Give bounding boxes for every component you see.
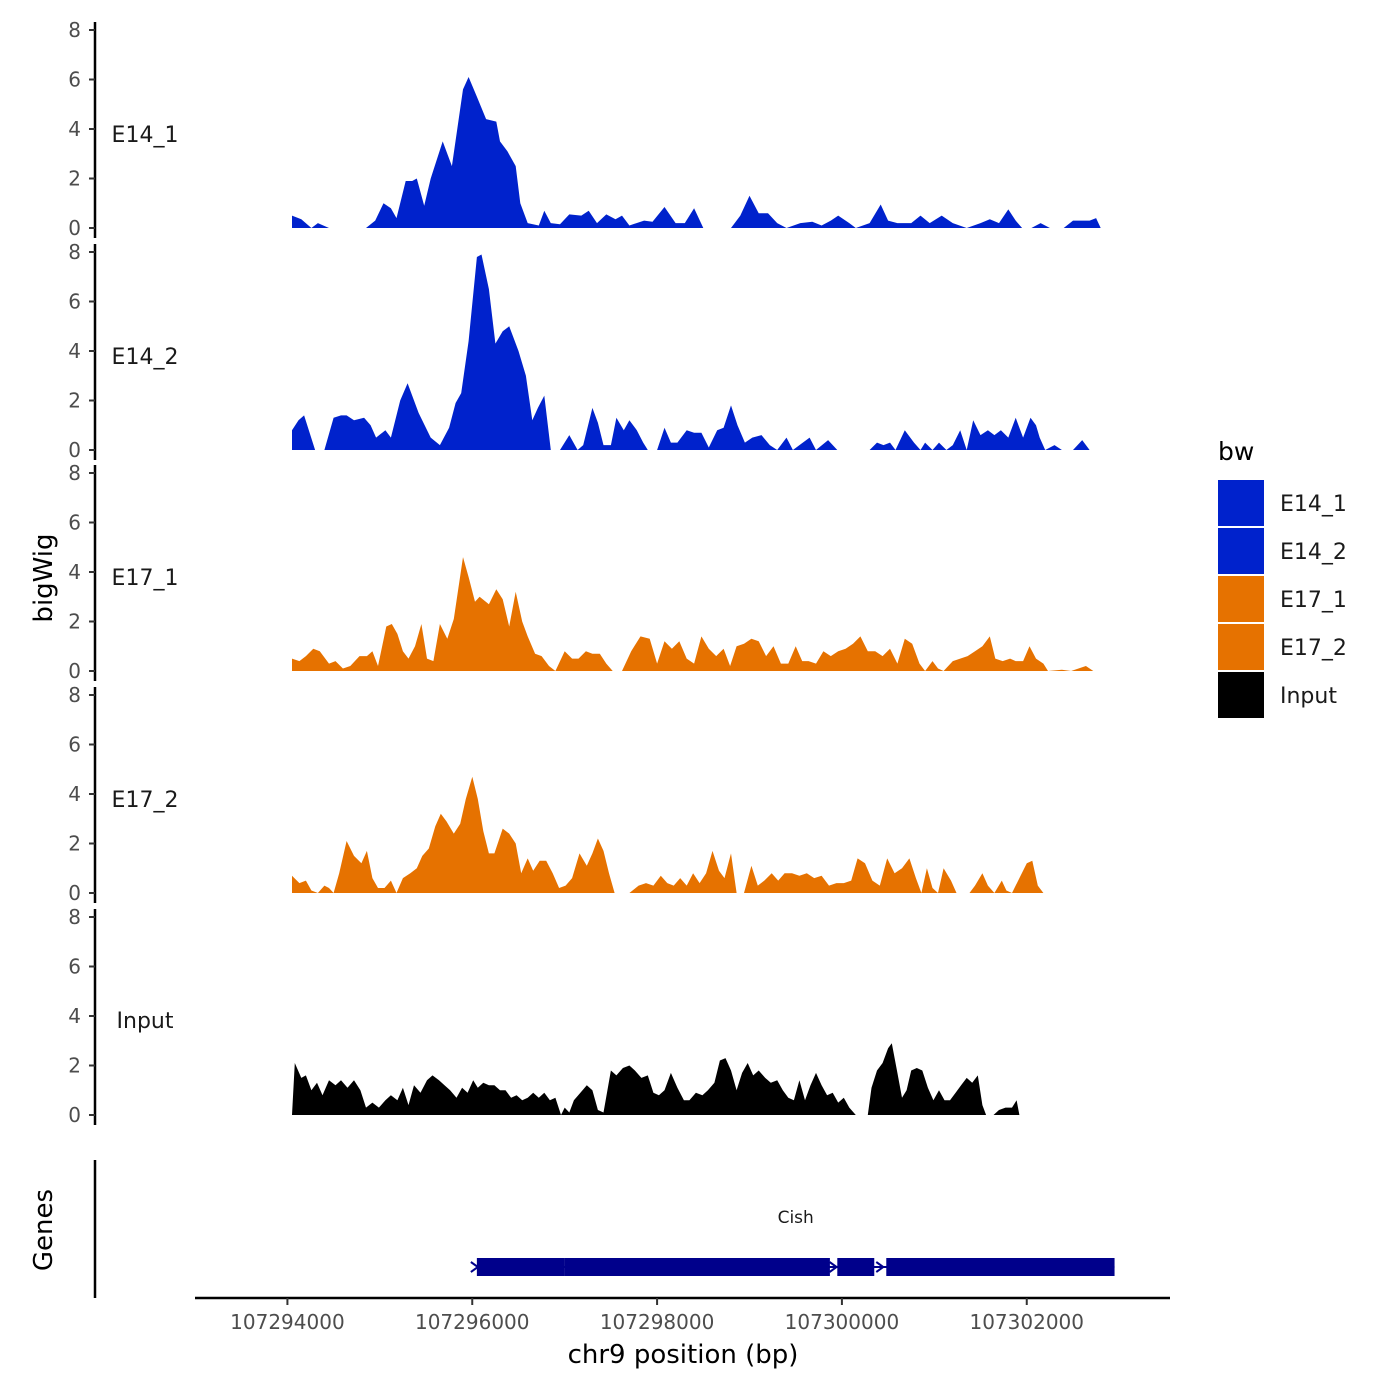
y-tick-label: 0: [68, 438, 81, 462]
genes-axis-title: Genes: [29, 1189, 59, 1271]
track-label: E17_2: [112, 788, 179, 813]
strand-arrow: [829, 1261, 839, 1273]
track-E14_2: 0 2 4 6 8 E14_2: [68, 240, 1090, 462]
coverage-area-E17_1: [292, 557, 1094, 671]
track-label: E17_1: [112, 566, 179, 591]
x-tick-label: 107300000: [785, 1310, 900, 1334]
y-tick-label: 8: [68, 461, 81, 485]
track-E17_1: 0 2 4 6 8 E17_1: [68, 461, 1094, 683]
x-axis-title: chr9 position (bp): [568, 1340, 799, 1370]
y-tick-label: 2: [68, 167, 81, 191]
track-label: E14_1: [112, 123, 179, 148]
coverage-area-E14_1: [292, 77, 1101, 228]
x-tick-label: 107296000: [415, 1310, 530, 1334]
genes-panel: Cish: [93, 1160, 1115, 1298]
y-tick-label: 6: [68, 511, 81, 535]
y-tick-label: 8: [68, 905, 81, 929]
y-tick-label: 6: [68, 290, 81, 314]
track-E17_2: 0 2 4 6 8 E17_2: [68, 683, 1044, 905]
legend-swatch: [1218, 480, 1264, 526]
x-tick-label: 107298000: [600, 1310, 715, 1334]
legend-swatch: [1218, 576, 1264, 622]
y-tick-label: 8: [68, 683, 81, 707]
y-tick-label: 8: [68, 240, 81, 264]
gene-Cish: Cish: [470, 1208, 1115, 1276]
x-axis: 107294000 107296000 107298000 107300000 1073…: [195, 1296, 1170, 1334]
legend-label: E17_2: [1280, 636, 1347, 661]
y-tick-label: 8: [68, 18, 81, 42]
y-tick-label: 6: [68, 733, 81, 757]
x-tick-label: 107294000: [230, 1310, 345, 1334]
legend-label: Input: [1280, 684, 1337, 709]
track-label: Input: [117, 1009, 174, 1034]
coverage-area-E17_2: [292, 776, 1044, 893]
legend-label: E14_2: [1280, 540, 1347, 565]
y-tick-label: 0: [68, 216, 81, 240]
legend-label: E14_1: [1280, 492, 1347, 517]
gene-exon: [837, 1258, 875, 1276]
strand-arrow: [875, 1261, 885, 1273]
legend-swatch: [1218, 528, 1264, 574]
y-tick-label: 4: [68, 782, 81, 806]
gene-exon: [564, 1258, 830, 1276]
y-tick-label: 4: [68, 339, 81, 363]
legend-swatch: [1218, 624, 1264, 670]
y-tick-label: 0: [68, 1103, 81, 1127]
y-tick-label: 0: [68, 881, 81, 905]
y-tick-label: 4: [68, 117, 81, 141]
x-tick-label: 107302000: [969, 1310, 1084, 1334]
coverage-area-E14_2: [292, 254, 1090, 450]
track-Input: 0 2 4 6 8 Input: [68, 905, 1020, 1127]
track-E14_1: 0 2 4 6 8 E14_1: [68, 18, 1101, 240]
y-tick-label: 4: [68, 560, 81, 584]
legend-title: bw: [1218, 437, 1254, 466]
coverage-area-Input: [292, 1043, 1020, 1115]
y-tick-label: 6: [68, 68, 81, 92]
y-tick-label: 2: [68, 610, 81, 634]
y-tick-label: 2: [68, 389, 81, 413]
strand-arrow: [470, 1261, 480, 1273]
y-tick-label: 6: [68, 955, 81, 979]
legend: bw E14_1 E14_2 E17_1 E17_2 Input: [1218, 437, 1347, 718]
gene-exon: [536, 1258, 565, 1276]
gene-name-label: Cish: [778, 1208, 814, 1228]
y-axis-title: bigWig: [29, 533, 59, 622]
track-label: E14_2: [112, 345, 179, 370]
y-tick-label: 2: [68, 1054, 81, 1078]
y-tick-label: 4: [68, 1004, 81, 1028]
legend-label: E17_1: [1280, 588, 1347, 613]
legend-swatch: [1218, 672, 1264, 718]
gene-exon: [886, 1258, 1115, 1276]
y-tick-label: 0: [68, 659, 81, 683]
y-tick-label: 2: [68, 832, 81, 856]
coverage-tracks: 0 2 4 6 8 E14_1 0 2 4 6 8 E14_2 0 2 4 6 8 E17_1 0 2 4 6 8 E17_2…: [68, 18, 1101, 1127]
